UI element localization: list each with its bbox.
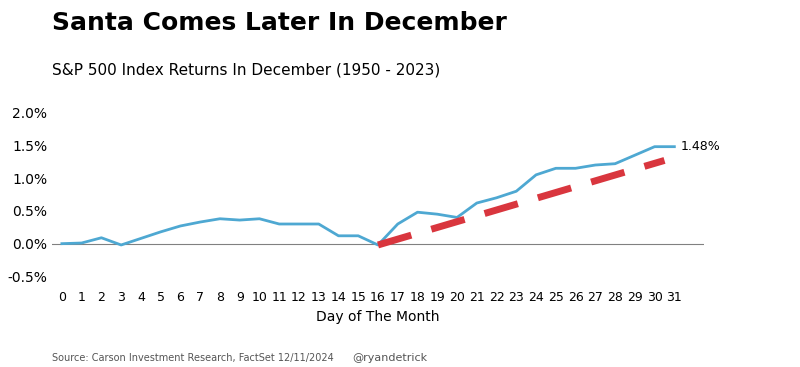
Text: 1.48%: 1.48% <box>680 140 720 153</box>
X-axis label: Day of The Month: Day of The Month <box>316 310 440 324</box>
Text: S&P 500 Index Returns In December (1950 - 2023): S&P 500 Index Returns In December (1950 … <box>52 62 440 77</box>
Text: Source: Carson Investment Research, FactSet 12/11/2024: Source: Carson Investment Research, Fact… <box>52 353 334 363</box>
Text: Santa Comes Later In December: Santa Comes Later In December <box>52 11 507 35</box>
Text: @ryandetrick: @ryandetrick <box>352 353 427 363</box>
